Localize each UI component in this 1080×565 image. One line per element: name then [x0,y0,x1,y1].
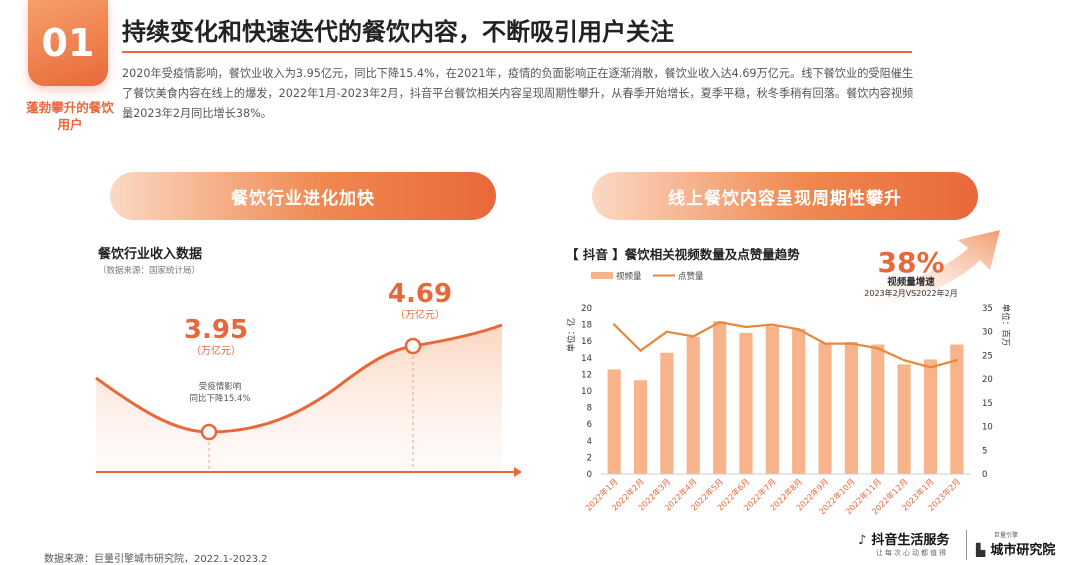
douyin-note-icon: ♪ [858,533,867,548]
y-right-tick: 5 [982,446,987,456]
growth-note: 2023年2月VS2022年2月 [864,288,957,298]
y-left-tick: 4 [587,437,592,447]
badge-number: 01 [41,21,95,65]
point-likes-11 [876,347,879,350]
y-right-tick: 0 [982,470,987,480]
title-divider [122,51,912,53]
bar-video-6 [739,332,753,474]
intro-paragraph: 2020年受疫情影响，餐饮业收入为3.95亿元，同比下降15.4%，在2021年… [122,67,914,120]
legend-label-likes: 点赞量 [678,271,704,282]
y-right-tick: 30 [982,328,993,338]
point-likes-2 [639,349,642,352]
logo-divider [966,530,967,560]
y-right-tick: 25 [982,351,993,361]
y-left-tick: 6 [587,420,592,430]
growth-arrow [862,230,1000,308]
right-pill-label: 线上餐饮内容呈现周期性攀升 [668,188,902,209]
right-section-pill: 线上餐饮内容呈现周期性攀升 [592,172,978,220]
building-icon: ▙ [976,543,986,557]
revenue-chart-title: 餐饮行业收入数据 [97,246,202,262]
bar-video-14 [950,344,964,474]
y-left-tick: 20 [581,304,592,314]
y-left-tick: 2 [587,453,592,463]
point-likes-9 [823,342,827,345]
y-left-tick: 10 [581,387,592,397]
line-likes [613,321,958,369]
revenue-area [96,325,502,472]
bar-video-2 [633,380,648,474]
y-right-tick: 10 [982,423,993,433]
point-likes-10 [850,342,853,345]
revenue-source-note: （数据来源：国家统计局） [98,265,200,276]
y-left-tick: 14 [581,354,592,364]
revenue-low-note-1: 受疫情影响 [199,381,242,392]
institute-logo-text: 城市研究院 [990,543,1056,558]
badge-subtitle: 蓬勃攀升的餐饮用户 [26,100,114,132]
page-title: 持续变化和快速迭代的餐饮内容，不断吸引用户关注 [122,18,674,46]
revenue-low-value: 3.95 [184,315,248,345]
revenue-point-2020 [200,423,218,441]
douyin-logo-slogan: 让每次心动都值得 [876,549,948,557]
legend-label-video: 视频量 [616,271,642,282]
bar-video-3 [660,352,674,474]
y-left-tick: 12 [581,370,592,380]
footer-source: 数据来源：巨量引擎城市研究院，2022.1-2023.2 [44,554,268,565]
revenue-high-unit: （万亿元） [395,308,445,321]
douyin-logo: ♪ 抖音生活服务 让每次心动都值得 [858,529,949,558]
bar-video-9 [818,342,832,474]
bar-video-7 [765,326,779,474]
revenue-axis-arrow [514,467,522,477]
institute-logo: 巨量引擎 ▙ 城市研究院 [976,530,1055,558]
bar-video-8 [792,328,806,474]
revenue-high-value: 4.69 [388,279,452,309]
y-left-axis-label: 单位：亿 [566,318,577,352]
bar-video-1 [607,369,621,474]
bar-video-13 [923,359,938,474]
point-likes-1 [612,323,616,326]
point-likes-13 [929,366,932,369]
revenue-low-note-2: 同比下降15.4% [189,393,250,404]
revenue-low-unit: （万亿元） [191,344,241,357]
point-likes-5 [718,321,721,324]
point-likes-14 [955,358,959,362]
point-likes-8 [797,328,800,331]
section-number-badge: 01 [28,0,108,86]
bar-video-10 [844,342,858,474]
growth-value: 38% [877,246,944,279]
bar-video-11 [871,344,885,474]
point-likes-3 [665,330,669,333]
y-left-tick: 18 [581,321,592,331]
y-right-tick: 20 [982,375,993,385]
y-left-tick: 8 [587,404,592,414]
bar-video-12 [897,364,911,474]
point-likes-12 [902,358,906,362]
y-left-tick: 16 [581,337,592,347]
growth-label: 视频量增速 [887,276,935,288]
left-section-pill: 餐饮行业进化加快 [110,172,496,220]
douyin-logo-text: 抖音生活服务 [871,533,950,548]
point-likes-7 [771,323,774,326]
revenue-line [95,323,503,434]
point-likes-6 [744,325,748,329]
video-chart-title: 【 抖音 】餐饮相关视频数量及点赞量趋势 [566,247,800,262]
y-right-axis-label: 单位：百万 [1000,304,1011,347]
bar-video-5 [713,321,727,474]
y-right-tick: 15 [982,399,993,409]
y-left-tick: 0 [587,470,592,480]
y-right-tick: 35 [982,304,993,314]
point-likes-4 [692,335,695,338]
revenue-point-2021 [404,337,422,355]
legend-swatch-video [591,272,613,279]
bar-video-4 [686,337,700,474]
institute-logo-small: 巨量引擎 [994,532,1019,539]
left-pill-label: 餐饮行业进化加快 [231,188,375,209]
